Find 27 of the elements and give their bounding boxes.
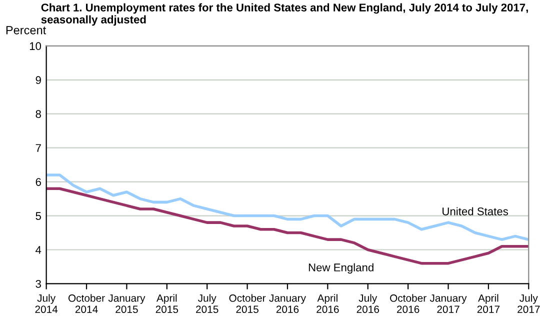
x-tick-label: January 2015 [108,294,146,314]
x-tick-label: April 2016 [316,294,339,314]
x-tick-label: October 2015 [229,294,266,314]
x-tick-label: July 2017 [518,294,540,314]
x-tick-label: July 2016 [356,294,380,314]
y-tick-label: 3 [36,280,41,288]
x-tick-label: April 2015 [156,294,178,314]
y-tick-label: 7 [36,144,41,152]
series-label: United States [442,207,508,216]
x-tick-label: July 2014 [35,294,58,314]
line-series [46,174,529,241]
y-tick-label: 4 [36,246,42,254]
y-tick-label: 9 [36,76,41,84]
x-tick-label: July 2015 [196,294,218,314]
y-tick-label: 8 [36,110,41,118]
y-tick-label: 10 [30,42,42,50]
x-tick-label: January 2016 [269,294,306,314]
x-tick-label: January 2017 [430,294,467,314]
y-tick-label: 5 [36,212,41,220]
x-tick-label: October 2016 [390,294,426,314]
x-tick-label: October 2014 [68,294,105,314]
chart-title: Chart 1. Unemployment rates for the United States and New England, July 2014 to July 2017, seasonally adjusted [41,3,528,26]
x-tick-label: April 2017 [477,294,500,314]
y-axis-title: Percent [6,26,46,34]
series-label: New England [308,263,374,274]
y-tick-label: 6 [36,178,41,186]
line-series [46,187,529,265]
